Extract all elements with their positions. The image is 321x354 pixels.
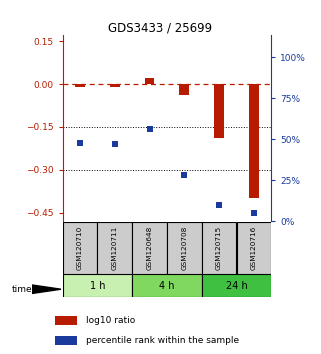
Text: GDS3433 / 25699: GDS3433 / 25699	[108, 21, 213, 34]
Bar	[249, 84, 259, 198]
Text: GSM120648: GSM120648	[146, 226, 152, 270]
Text: GSM120708: GSM120708	[181, 226, 187, 270]
Polygon shape	[32, 285, 61, 293]
Bar	[202, 222, 236, 274]
Bar	[202, 274, 271, 297]
Bar	[214, 84, 224, 138]
Text: percentile rank within the sample: percentile rank within the sample	[86, 336, 239, 345]
Bar	[98, 222, 132, 274]
Bar	[56, 316, 76, 325]
Text: 4 h: 4 h	[159, 281, 175, 291]
Text: 1 h: 1 h	[90, 281, 105, 291]
Bar	[132, 274, 202, 297]
Bar	[63, 274, 132, 297]
Text: time: time	[11, 285, 32, 294]
Text: GSM120716: GSM120716	[251, 226, 257, 270]
Bar	[132, 222, 167, 274]
Bar	[63, 222, 97, 274]
Bar	[167, 222, 202, 274]
Text: GSM120715: GSM120715	[216, 226, 222, 270]
Bar	[75, 84, 85, 87]
Bar	[237, 222, 271, 274]
Bar	[110, 84, 120, 87]
Bar	[56, 336, 76, 346]
Text: GSM120711: GSM120711	[112, 226, 118, 270]
Text: 24 h: 24 h	[226, 281, 247, 291]
Bar	[179, 84, 189, 96]
Bar	[145, 78, 154, 84]
Text: GSM120710: GSM120710	[77, 226, 83, 270]
Text: log10 ratio: log10 ratio	[86, 316, 135, 325]
